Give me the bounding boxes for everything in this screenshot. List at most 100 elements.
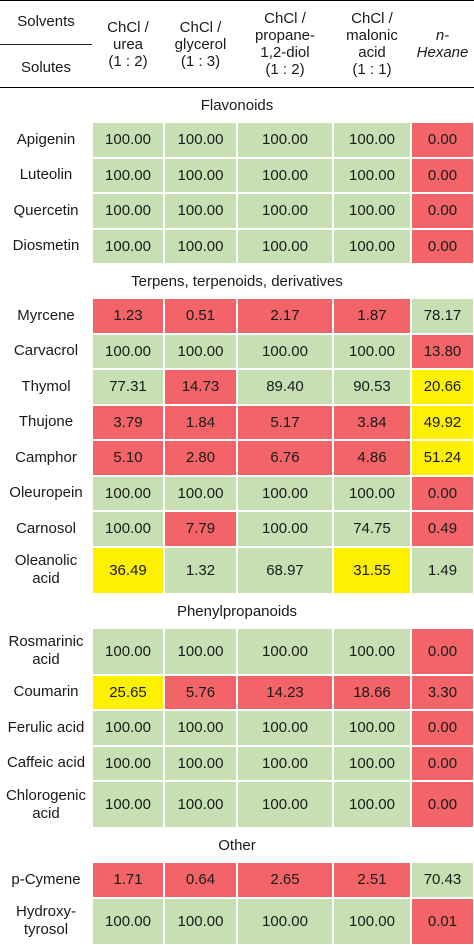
value-cell: 100.00 — [333, 745, 411, 781]
value-cell: 5.76 — [164, 674, 237, 710]
value-cell: 7.79 — [164, 511, 237, 547]
column-header-chcl-propanediol: ChCl / propane- 1,2-diol (1 : 2) — [254, 10, 316, 78]
value-cell: 0.00 — [411, 781, 474, 828]
row-label: Oleanolic acid — [14, 552, 78, 587]
value-cell: 2.65 — [237, 862, 333, 898]
value-cell: 100.00 — [333, 122, 411, 158]
value-cell: 2.51 — [333, 862, 411, 898]
value-cell: 100.00 — [92, 511, 164, 547]
value-cell: 4.86 — [333, 440, 411, 476]
value-cell: 1.49 — [411, 546, 474, 594]
row-label: Quercetin — [13, 201, 79, 219]
value-cell: 0.00 — [411, 122, 474, 158]
value-cell: 49.92 — [411, 404, 474, 440]
value-cell: 0.00 — [411, 475, 474, 511]
solvents-header-label: Solvents — [17, 12, 75, 30]
value-cell: 100.00 — [164, 627, 237, 675]
value-cell: 100.00 — [92, 475, 164, 511]
value-cell: 0.00 — [411, 193, 474, 229]
value-cell: 100.00 — [333, 228, 411, 264]
value-cell: 100.00 — [92, 627, 164, 675]
value-cell: 100.00 — [333, 333, 411, 369]
value-cell: 1.23 — [92, 298, 164, 334]
value-cell: 100.00 — [333, 193, 411, 229]
value-cell: 100.00 — [164, 157, 237, 193]
value-cell: 13.80 — [411, 333, 474, 369]
value-cell: 100.00 — [333, 781, 411, 828]
value-cell: 1.71 — [92, 862, 164, 898]
value-cell: 25.65 — [92, 674, 164, 710]
value-cell: 0.00 — [411, 627, 474, 675]
column-header-chcl-glycerol: ChCl / glycerol (1 : 3) — [174, 18, 227, 70]
value-cell: 100.00 — [237, 333, 333, 369]
value-cell: 100.00 — [333, 710, 411, 746]
value-cell: 100.00 — [92, 228, 164, 264]
row-label: Hydroxy- tyrosol — [15, 903, 76, 938]
value-cell: 3.84 — [333, 404, 411, 440]
row-label: Oleuropein — [9, 484, 83, 502]
value-cell: 100.00 — [237, 897, 333, 945]
value-cell: 100.00 — [333, 627, 411, 675]
value-cell: 0.49 — [411, 511, 474, 547]
value-cell: 70.43 — [411, 862, 474, 898]
section-title: Terpens, terpenoids, derivatives — [131, 273, 343, 290]
column-header-chcl-malonic-acid: ChCl / malonic acid (1 : 1) — [346, 10, 398, 78]
value-cell: 100.00 — [92, 710, 164, 746]
value-cell: 100.00 — [92, 157, 164, 193]
value-cell: 100.00 — [164, 897, 237, 945]
value-cell: 100.00 — [164, 193, 237, 229]
value-cell: 100.00 — [92, 193, 164, 229]
value-cell: 100.00 — [164, 745, 237, 781]
value-cell: 31.55 — [333, 546, 411, 594]
value-cell: 0.64 — [164, 862, 237, 898]
row-label: Luteolin — [19, 166, 73, 184]
value-cell: 77.31 — [92, 369, 164, 405]
value-cell: 90.53 — [333, 369, 411, 405]
value-cell: 100.00 — [164, 475, 237, 511]
row-label: Diosmetin — [12, 237, 80, 255]
value-cell: 0.01 — [411, 897, 474, 945]
value-cell: 0.51 — [164, 298, 237, 334]
value-cell: 18.66 — [333, 674, 411, 710]
row-label: Coumarin — [13, 683, 79, 701]
value-cell: 5.10 — [92, 440, 164, 476]
header-divider — [0, 44, 92, 45]
value-cell: 51.24 — [411, 440, 474, 476]
value-cell: 100.00 — [164, 781, 237, 828]
value-cell: 100.00 — [92, 897, 164, 945]
value-cell: 100.00 — [237, 122, 333, 158]
value-cell: 0.00 — [411, 157, 474, 193]
value-cell: 100.00 — [92, 781, 164, 828]
value-cell: 100.00 — [237, 228, 333, 264]
column-header-chcl-urea: ChCl / urea (1 : 2) — [107, 18, 149, 70]
value-cell: 3.30 — [411, 674, 474, 710]
value-cell: 100.00 — [237, 475, 333, 511]
value-cell: 100.00 — [333, 157, 411, 193]
value-cell: 100.00 — [237, 511, 333, 547]
value-cell: 89.40 — [237, 369, 333, 405]
value-cell: 100.00 — [164, 333, 237, 369]
value-cell: 100.00 — [92, 745, 164, 781]
section-title: Other — [218, 837, 256, 854]
value-cell: 6.76 — [237, 440, 333, 476]
value-cell: 100.00 — [164, 710, 237, 746]
value-cell: 100.00 — [237, 781, 333, 828]
row-label: Thujone — [18, 413, 74, 431]
value-cell: 100.00 — [237, 627, 333, 675]
row-label: Caffeic acid — [6, 754, 86, 772]
value-cell: 2.17 — [237, 298, 333, 334]
column-header-n-hexane: n- Hexane — [416, 27, 469, 61]
value-cell: 68.97 — [237, 546, 333, 594]
value-cell: 14.73 — [164, 369, 237, 405]
value-cell: 78.17 — [411, 298, 474, 334]
section-title: Flavonoids — [200, 97, 274, 114]
section-title: Phenylpropanoids — [176, 602, 298, 620]
value-cell: 1.32 — [164, 546, 237, 594]
value-cell: 100.00 — [92, 122, 164, 158]
value-cell: 100.00 — [237, 745, 333, 781]
row-label: Apigenin — [16, 130, 76, 148]
solutes-header-label: Solutes — [20, 58, 72, 76]
row-label: Rosmarinic acid — [8, 633, 84, 668]
value-cell: 100.00 — [333, 475, 411, 511]
